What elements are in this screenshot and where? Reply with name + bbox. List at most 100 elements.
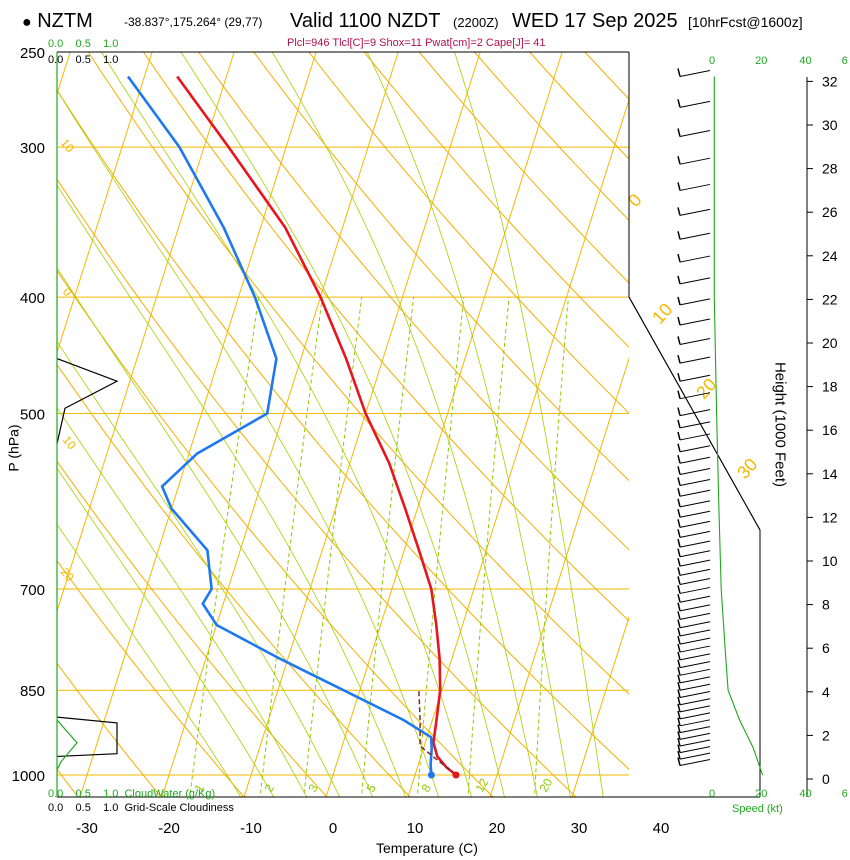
wind-barb	[679, 69, 711, 77]
height-tick-label: 16	[822, 422, 838, 438]
wind-barb-flag	[677, 477, 681, 486]
wind-barb-flag	[677, 455, 681, 464]
wind-barb	[679, 586, 711, 594]
cloud-fraction-upper	[56, 357, 119, 445]
mixing-ratio-line	[189, 297, 260, 797]
wind-barb	[679, 208, 711, 216]
wind-barb-flag	[677, 703, 681, 713]
wind-barb	[679, 157, 711, 165]
moist-adiabat	[57, 407, 308, 797]
wind-barb	[679, 732, 711, 740]
cloud-scale-label: 0.5	[75, 788, 91, 800]
wind-barb-flag	[677, 717, 681, 726]
temperature-line	[176, 75, 457, 777]
wind-barb-flag	[677, 519, 681, 528]
wind-barb-flag	[677, 182, 681, 191]
wind-barb-flag	[677, 390, 681, 399]
wind-barb	[679, 478, 711, 486]
data-layer	[56, 68, 764, 779]
wind-barb-flag	[677, 710, 681, 720]
wind-barb-flag	[677, 611, 681, 620]
cloudwater-label: CloudWater (g/Kg)	[124, 788, 216, 800]
wind-barb-flag	[677, 548, 681, 557]
wind-barb-flag	[677, 750, 681, 760]
wind-barb-flag	[677, 407, 681, 416]
pressure-tick-label: 300	[20, 140, 45, 157]
wind-barb	[679, 759, 711, 767]
dry-adiabat	[57, 460, 328, 797]
wind-barb	[679, 739, 711, 747]
pressure-tick-label: 400	[20, 290, 45, 307]
dry-adiabat	[57, 89, 629, 771]
speed-tick: 6	[841, 788, 848, 800]
height-tick-label: 30	[822, 117, 838, 133]
cloud-fraction-lower	[56, 716, 118, 758]
station-marker: ● NZTM	[22, 10, 93, 33]
mixing-ratio-label: 2	[261, 781, 277, 794]
height-tick-label: 28	[822, 161, 838, 177]
dry-adiabat	[308, 52, 629, 414]
mixing-ratio-line	[467, 297, 510, 797]
isotherm-line	[243, 52, 481, 797]
wind-barb-flag	[677, 594, 681, 603]
cloudiness-label: Grid-Scale Cloudiness	[124, 802, 234, 814]
wind-barb-flag	[677, 275, 681, 285]
wind-barb-flag	[677, 567, 681, 576]
parcel-line	[418, 690, 457, 776]
wind-barb	[679, 645, 711, 653]
height-tick-label: 2	[822, 727, 830, 743]
dry-adiabat	[253, 52, 629, 482]
height-axis-title: Height (1000 Feet)	[771, 361, 789, 488]
mixing-ratio-label: 12	[472, 776, 491, 795]
isotherm-line	[161, 52, 399, 797]
wind-barb-flag	[677, 635, 681, 645]
height-tick-label: 12	[822, 509, 838, 525]
wind-barb	[679, 392, 711, 400]
wind-barb-flag	[677, 557, 681, 567]
temperature-tick-label: 30	[571, 820, 588, 837]
wind-barb-flag	[677, 419, 681, 429]
cloud-scale-label: 0.0	[48, 802, 64, 814]
wind-barb-flag	[677, 253, 681, 263]
height-tick-label: 8	[822, 597, 830, 613]
cloud-scale-label: 1.0	[103, 38, 119, 50]
temperature-tick-label: 10	[407, 820, 424, 837]
moist-adiabat	[271, 52, 538, 797]
height-tick-label: 6	[822, 640, 830, 656]
wind-barb-flag	[677, 538, 681, 548]
wind-barb	[679, 374, 711, 382]
cloud-scale-top-green: 0.0 0.5 1.0	[48, 38, 118, 50]
dry-adiabat	[474, 52, 629, 222]
cloud-scale-label: 0.0	[48, 54, 64, 66]
cloud-scale-label: 0.5	[75, 38, 91, 50]
temperature-tick-label: 0	[329, 820, 337, 837]
wind-barb-flag	[677, 627, 681, 637]
wind-barb	[679, 298, 711, 306]
utc-time: (2200Z)	[453, 15, 499, 30]
dry-adiabat	[57, 662, 162, 797]
boundary-diagonal	[628, 296, 761, 531]
speed-tick: 6	[841, 55, 848, 67]
dry-adiabat	[57, 178, 577, 797]
wind-barb-flag	[677, 682, 681, 691]
mixing-ratio-line	[416, 297, 465, 797]
wind-barb	[679, 489, 711, 497]
moist-adiabat	[454, 52, 604, 797]
wind-barb	[679, 629, 711, 637]
mixing-ratio-line	[534, 297, 569, 797]
cloud-scale-bottom-green: 0.0 0.5 1.0 CloudWater (g/Kg)	[48, 788, 215, 800]
wind-barb	[679, 676, 711, 684]
x-axis-title: Temperature (C)	[376, 840, 478, 856]
cloud-scale-top-black: 0.0 0.5 1.0	[48, 54, 118, 66]
wind-barb	[679, 712, 711, 720]
wind-barb-flag	[677, 602, 681, 612]
pressure-tick-label: 850	[20, 683, 45, 700]
wind-barb-flag	[677, 659, 681, 668]
mixing-ratio-label: 20	[536, 776, 555, 795]
wind-barb-flag	[677, 576, 681, 585]
wind-barb-flag	[677, 68, 681, 77]
height-tick-label: 32	[822, 73, 838, 89]
wind-barb-flag	[677, 156, 681, 165]
